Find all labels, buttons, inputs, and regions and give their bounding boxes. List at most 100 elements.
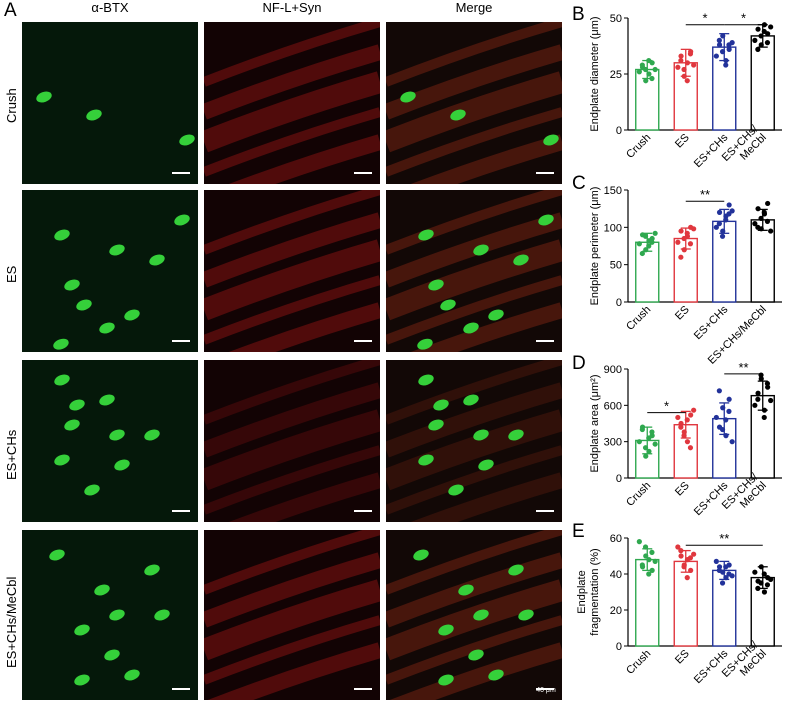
data-point (691, 407, 697, 413)
data-point (720, 228, 726, 234)
significance-label: ** (738, 360, 748, 375)
x-tick-label: Crush (624, 480, 653, 509)
chart-letter-c: C (572, 173, 586, 194)
data-point (691, 551, 697, 557)
data-point (761, 571, 767, 577)
data-point (758, 372, 764, 378)
x-tick-label: ES (673, 480, 692, 499)
data-point (716, 221, 722, 227)
data-point (719, 49, 726, 55)
data-point (716, 567, 722, 574)
data-point (684, 230, 690, 236)
data-point (729, 208, 735, 214)
data-point (639, 562, 645, 568)
data-point (646, 435, 652, 441)
data-point (636, 241, 642, 247)
data-point (687, 51, 694, 57)
x-tick-label: Crush (624, 132, 653, 161)
y-axis-label: Endplate area (μm²) (589, 374, 601, 472)
y-tick-label: 600 (604, 400, 622, 412)
y-tick-label: 50 (610, 260, 622, 272)
y-tick-label: 0 (616, 125, 622, 137)
data-point (643, 453, 649, 459)
data-point (755, 206, 761, 212)
data-point (687, 555, 694, 561)
data-point (768, 576, 774, 583)
data-point (729, 573, 735, 579)
data-point (716, 388, 722, 394)
data-point (755, 224, 761, 230)
data-point (688, 567, 694, 574)
micrograph-r3-c3 (386, 360, 562, 522)
data-point (716, 42, 723, 48)
chart-letter-d: D (572, 353, 586, 374)
x-tick-label: Crush (624, 304, 653, 333)
data-point (643, 553, 649, 559)
data-point (646, 71, 652, 77)
data-point (678, 254, 684, 260)
data-point (652, 66, 658, 73)
data-point (713, 53, 719, 59)
data-point (768, 228, 774, 234)
data-point (639, 62, 645, 68)
data-point (764, 582, 771, 588)
significance-label: * (741, 11, 746, 26)
significance-label: * (702, 11, 707, 26)
data-point (758, 580, 764, 586)
data-point (649, 567, 655, 574)
data-point (755, 396, 761, 402)
data-point (684, 575, 690, 581)
y-tick-label: 300 (604, 437, 622, 449)
micrograph-r1-c2 (204, 22, 380, 184)
data-point (636, 539, 642, 545)
x-tick-label: ES+CHs (692, 303, 731, 342)
data-point (723, 217, 729, 223)
bar-4 (750, 35, 775, 131)
data-point (681, 235, 687, 242)
data-point (678, 424, 684, 430)
data-point (752, 221, 758, 227)
y-tick-label: 40 (610, 569, 622, 581)
y-tick-label: 100 (604, 222, 622, 234)
data-point (726, 202, 732, 208)
data-point (768, 24, 774, 30)
data-point (652, 441, 658, 447)
data-point (652, 230, 658, 236)
column-header-nfl-syn: NF-L+Syn (262, 0, 322, 15)
column-header-btx: α-BTX (91, 0, 129, 15)
data-point (684, 439, 691, 445)
data-point (761, 589, 768, 595)
micrograph-r4-c1 (22, 530, 198, 700)
data-point (720, 33, 726, 39)
data-point (675, 544, 681, 550)
chart-letter-b: B (572, 4, 585, 25)
data-point (713, 414, 719, 421)
data-point (681, 564, 687, 570)
data-point (755, 26, 761, 32)
data-point (646, 448, 652, 454)
data-point (678, 553, 684, 559)
data-point (729, 439, 735, 445)
data-point (768, 397, 774, 404)
data-point (646, 243, 652, 249)
data-point (723, 57, 729, 64)
y-tick-label: 0 (616, 297, 622, 309)
significance-label: ** (700, 187, 710, 202)
data-point (649, 235, 655, 242)
data-point (649, 429, 655, 435)
data-point (713, 558, 719, 565)
micrograph-r2-c3 (386, 190, 562, 352)
data-point (755, 585, 761, 592)
data-point (681, 433, 687, 439)
data-point (678, 228, 684, 234)
data-point (758, 564, 764, 570)
data-point (678, 548, 684, 554)
data-point (764, 380, 771, 387)
data-point (758, 33, 764, 39)
data-point (675, 239, 681, 245)
data-point (755, 46, 761, 52)
data-point (761, 414, 767, 421)
data-point (636, 439, 642, 445)
data-point (652, 558, 658, 565)
